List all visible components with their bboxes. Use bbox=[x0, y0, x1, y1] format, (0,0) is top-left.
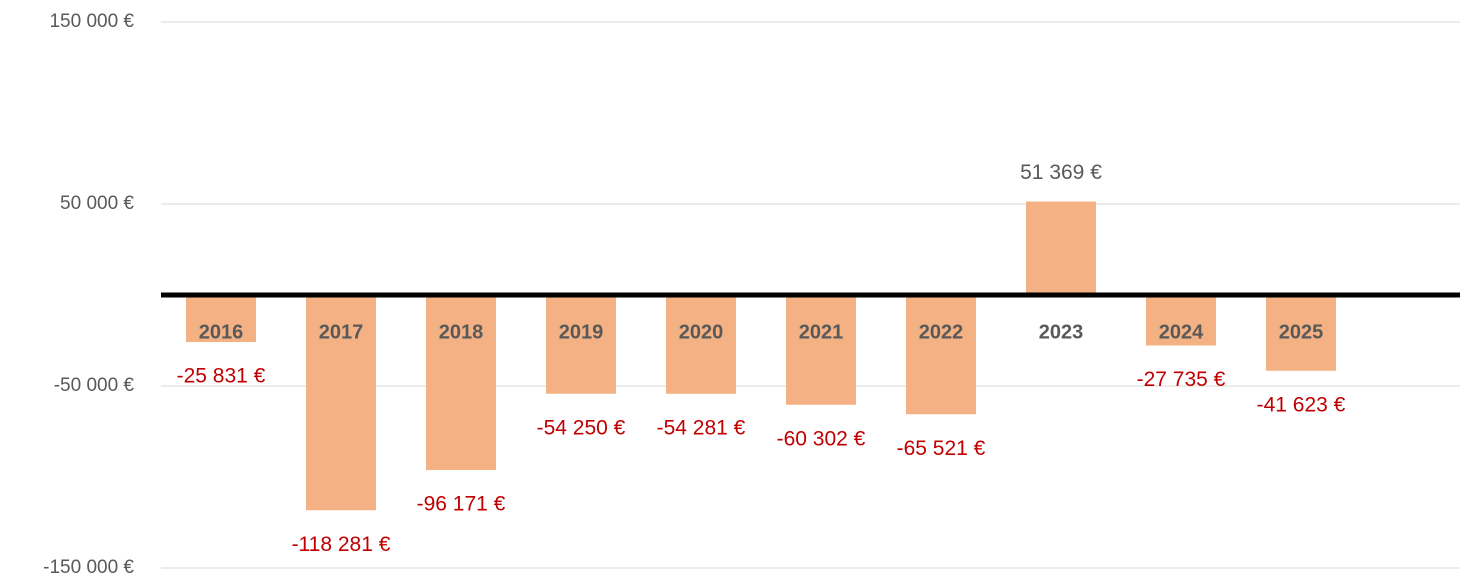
value-label: -27 735 € bbox=[1137, 368, 1226, 391]
bar bbox=[546, 295, 616, 394]
x-tick-label: 2022 bbox=[919, 321, 964, 343]
bar bbox=[1146, 295, 1216, 346]
x-tick-label: 2025 bbox=[1279, 321, 1324, 343]
bar bbox=[306, 295, 376, 511]
value-label: -41 623 € bbox=[1257, 393, 1346, 416]
x-tick-label: 2017 bbox=[319, 321, 364, 343]
bar bbox=[1266, 295, 1336, 371]
bar bbox=[426, 295, 496, 471]
value-label: 51 369 € bbox=[1020, 161, 1102, 184]
x-tick-label: 2019 bbox=[559, 321, 604, 343]
x-tick-label: 2016 bbox=[199, 321, 244, 343]
y-tick-label: -50 000 € bbox=[54, 375, 135, 396]
value-label: -25 831 € bbox=[177, 365, 266, 388]
value-label: -54 281 € bbox=[657, 416, 746, 439]
value-label: -54 250 € bbox=[537, 416, 626, 439]
y-tick-label: -150 000 € bbox=[43, 557, 134, 578]
x-tick-label: 2024 bbox=[1159, 321, 1204, 343]
bar bbox=[906, 295, 976, 415]
x-tick-label: 2020 bbox=[679, 321, 724, 343]
x-tick-label: 2023 bbox=[1039, 321, 1084, 343]
bar bbox=[666, 295, 736, 394]
value-label: -60 302 € bbox=[777, 427, 866, 450]
y-tick-label: 50 000 € bbox=[60, 193, 134, 214]
bar bbox=[786, 295, 856, 405]
bar bbox=[186, 295, 256, 343]
value-label: -65 521 € bbox=[897, 437, 986, 460]
value-label: -118 281 € bbox=[292, 533, 391, 556]
value-label: -96 171 € bbox=[417, 493, 506, 516]
bar bbox=[1026, 201, 1096, 295]
y-tick-label: 150 000 € bbox=[49, 11, 134, 32]
x-tick-label: 2018 bbox=[439, 321, 484, 343]
x-tick-label: 2021 bbox=[799, 321, 844, 343]
